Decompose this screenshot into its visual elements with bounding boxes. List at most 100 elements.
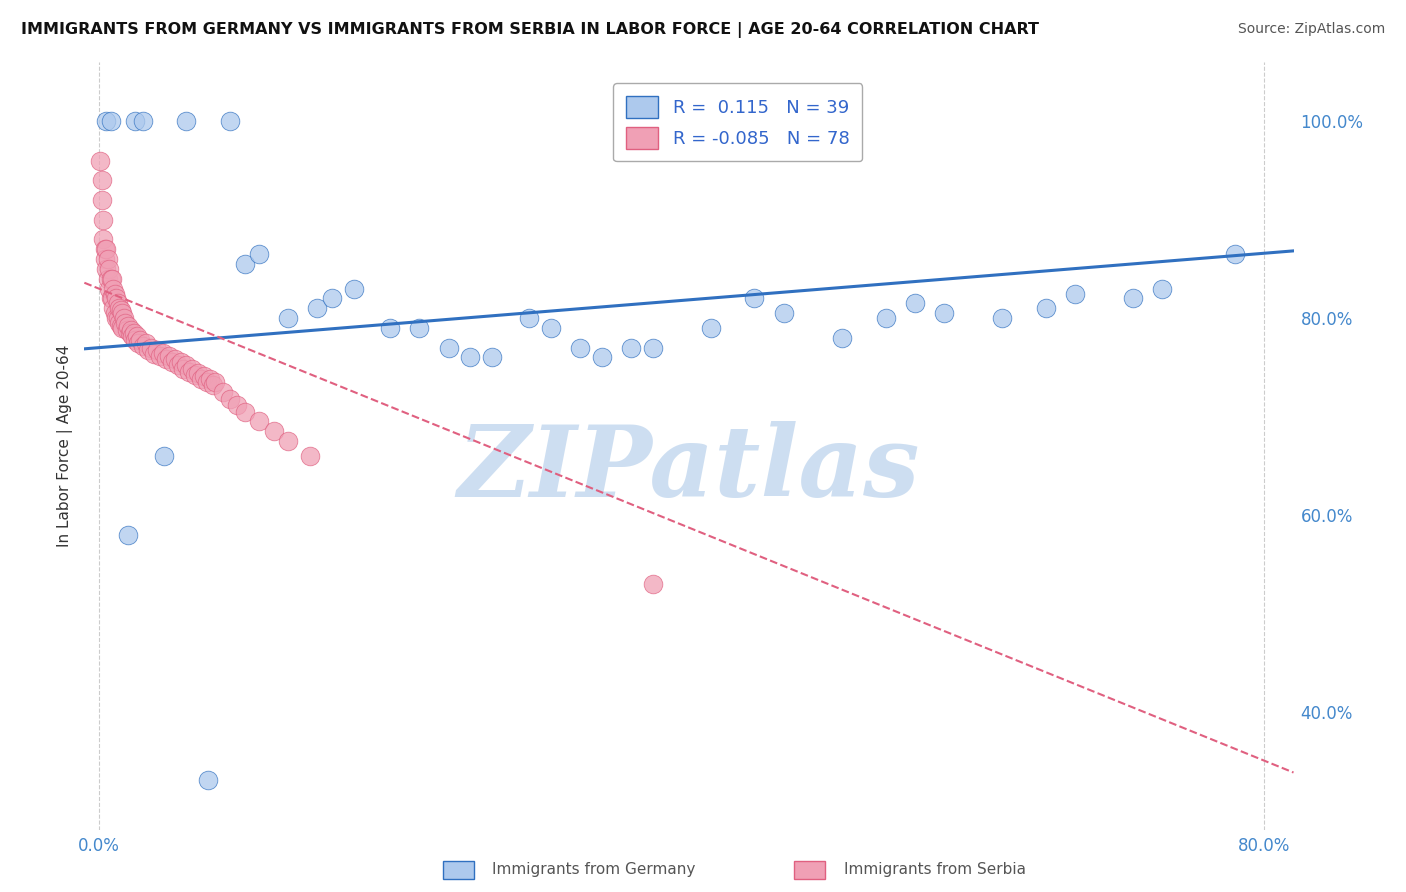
Point [517, 311, 540, 326]
Point [90, 173, 112, 187]
Point [163, 352, 186, 367]
Point [90, 193, 112, 207]
Text: IMMIGRANTS FROM GERMANY VS IMMIGRANTS FROM SERBIA IN LABOR FORCE | AGE 20-64 COR: IMMIGRANTS FROM GERMANY VS IMMIGRANTS FR… [21, 22, 1039, 38]
Point [700, 321, 723, 335]
Point [408, 321, 430, 335]
Point [138, 343, 160, 357]
Point [124, 114, 146, 128]
Point [100, 272, 122, 286]
Point [307, 301, 329, 316]
Point [114, 316, 136, 330]
Point [187, 366, 209, 380]
Point [277, 311, 299, 326]
Point [991, 311, 1014, 326]
Point [152, 345, 174, 359]
Point [201, 378, 224, 392]
Point [120, 323, 142, 337]
Point [1122, 292, 1144, 306]
Point [831, 331, 853, 345]
Point [1035, 301, 1057, 316]
Point [193, 369, 215, 384]
Point [460, 351, 482, 365]
Point [181, 362, 204, 376]
Point [94, 242, 117, 256]
Point [141, 341, 163, 355]
Point [568, 341, 591, 355]
Point [540, 321, 562, 335]
Point [321, 292, 343, 306]
Point [204, 375, 226, 389]
Point [1225, 247, 1247, 261]
Point [131, 339, 153, 353]
Point [591, 351, 613, 365]
Point [198, 372, 221, 386]
Point [96, 114, 118, 128]
Point [131, 114, 153, 128]
Point [105, 292, 128, 306]
Point [481, 351, 503, 365]
Point [247, 247, 270, 261]
Point [146, 343, 169, 357]
Point [176, 114, 198, 128]
Point [98, 262, 121, 277]
Point [124, 333, 146, 347]
Point [91, 212, 114, 227]
Point [172, 362, 194, 376]
Point [108, 316, 131, 330]
Point [219, 392, 242, 406]
Point [247, 414, 270, 428]
Point [128, 333, 150, 347]
Point [155, 352, 177, 367]
Text: Source: ZipAtlas.com: Source: ZipAtlas.com [1237, 22, 1385, 37]
Point [233, 404, 256, 418]
Point [190, 372, 212, 386]
Point [112, 311, 135, 326]
Point [117, 527, 139, 541]
Point [149, 349, 172, 363]
Point [111, 321, 134, 335]
Point [125, 329, 148, 343]
Point [197, 773, 219, 788]
Point [263, 424, 285, 438]
Point [115, 323, 138, 337]
Point [211, 384, 233, 399]
Point [105, 311, 128, 326]
Point [94, 252, 117, 267]
Y-axis label: In Labor Force | Age 20-64: In Labor Force | Age 20-64 [58, 345, 73, 547]
Text: Immigrants from Germany: Immigrants from Germany [492, 863, 696, 877]
Point [153, 449, 176, 463]
Point [380, 321, 402, 335]
FancyBboxPatch shape [443, 861, 474, 879]
Point [110, 303, 132, 318]
Point [100, 292, 122, 306]
Point [108, 301, 131, 316]
Point [219, 114, 242, 128]
Point [932, 306, 955, 320]
Point [143, 346, 166, 360]
Legend: R =  0.115   N = 39, R = -0.085   N = 78: R = 0.115 N = 39, R = -0.085 N = 78 [613, 83, 862, 161]
Point [875, 311, 897, 326]
Point [179, 365, 201, 379]
Point [103, 282, 125, 296]
Point [118, 326, 141, 340]
Point [91, 232, 114, 246]
Point [744, 292, 766, 306]
Point [641, 576, 664, 591]
Point [107, 311, 129, 326]
Point [233, 257, 256, 271]
Point [117, 318, 139, 333]
Point [97, 272, 120, 286]
Point [1152, 282, 1174, 296]
Point [169, 355, 191, 369]
Point [122, 326, 145, 340]
Point [111, 306, 134, 320]
Point [110, 318, 132, 333]
Point [343, 282, 366, 296]
Point [160, 355, 183, 369]
Point [104, 306, 127, 320]
Point [226, 398, 249, 412]
Point [121, 329, 143, 343]
Point [772, 306, 794, 320]
Point [127, 335, 149, 350]
Point [96, 262, 118, 277]
